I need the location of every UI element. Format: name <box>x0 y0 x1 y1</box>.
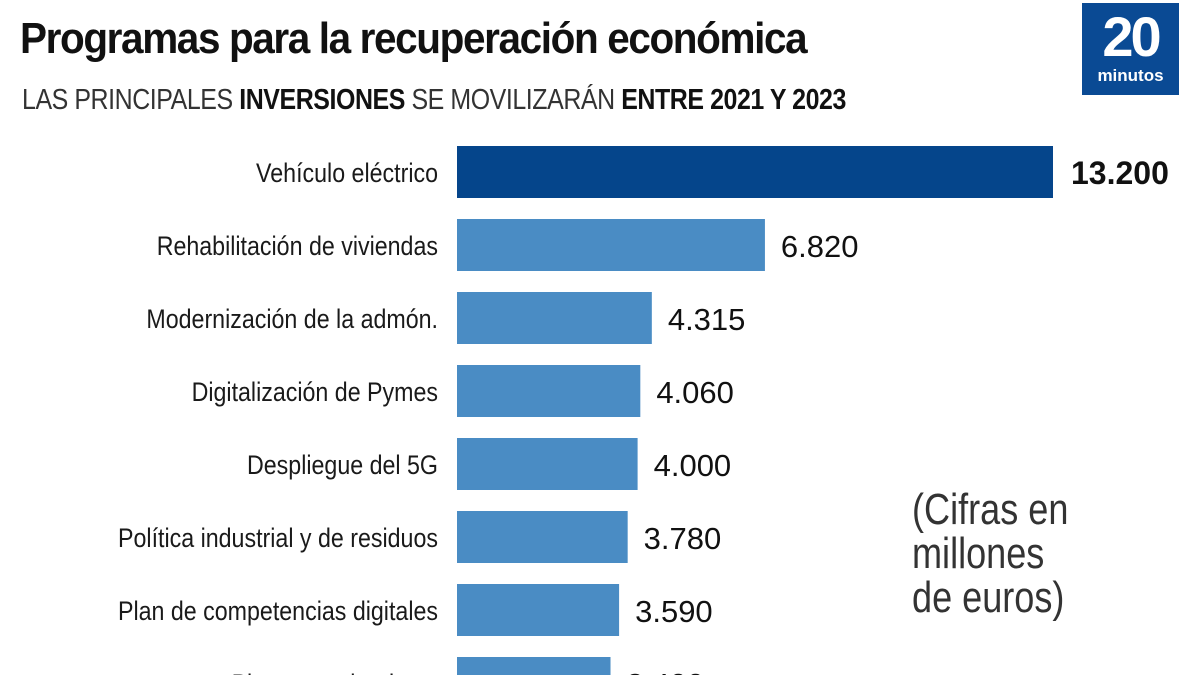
value-label: 13.200 <box>1071 155 1169 191</box>
category-label: Modernización de la admón. <box>146 304 438 334</box>
bar <box>457 146 1053 198</box>
logo-number: 20 <box>1102 5 1161 68</box>
bar <box>457 365 641 417</box>
value-label: 3.590 <box>635 594 713 629</box>
bar <box>457 584 620 636</box>
units-note: (Cifras en millones de euros) <box>912 485 1069 622</box>
category-label: Vehículo eléctrico <box>256 158 438 188</box>
category-label: Rehabilitación de viviendas <box>157 231 438 261</box>
subtitle-part: INVERSIONES <box>239 84 405 116</box>
subtitle-part: ENTRE 2021 Y 2023 <box>621 84 846 116</box>
subtitle-part: LAS PRINCIPALES <box>22 84 240 116</box>
subtitle-part: SE MOVILIZARÁN <box>404 84 622 116</box>
value-label: 3.780 <box>644 521 722 556</box>
logo-word: minutos <box>1097 66 1164 85</box>
brand-logo: 20 minutos <box>1082 3 1179 95</box>
value-label: 4.000 <box>654 448 732 483</box>
category-label: Política industrial y de residuos <box>118 523 438 553</box>
bar <box>457 511 628 563</box>
bar <box>457 438 638 490</box>
chart-title: Programas para la recuperación económica <box>20 14 808 63</box>
category-label: Plan para el turismo <box>232 669 438 675</box>
chart-subtitle: LAS PRINCIPALES INVERSIONES SE MOVILIZAR… <box>22 84 846 117</box>
bar <box>457 657 611 675</box>
value-label: 6.820 <box>781 229 859 264</box>
category-label: Plan de competencias digitales <box>118 596 438 626</box>
value-label: 4.315 <box>668 302 746 337</box>
category-label: Despliegue del 5G <box>247 450 438 480</box>
bar <box>457 292 652 344</box>
value-label: 4.060 <box>656 375 734 410</box>
value-label: 3.400 <box>627 667 705 675</box>
bar <box>457 219 765 271</box>
category-label: Digitalización de Pymes <box>192 377 438 407</box>
